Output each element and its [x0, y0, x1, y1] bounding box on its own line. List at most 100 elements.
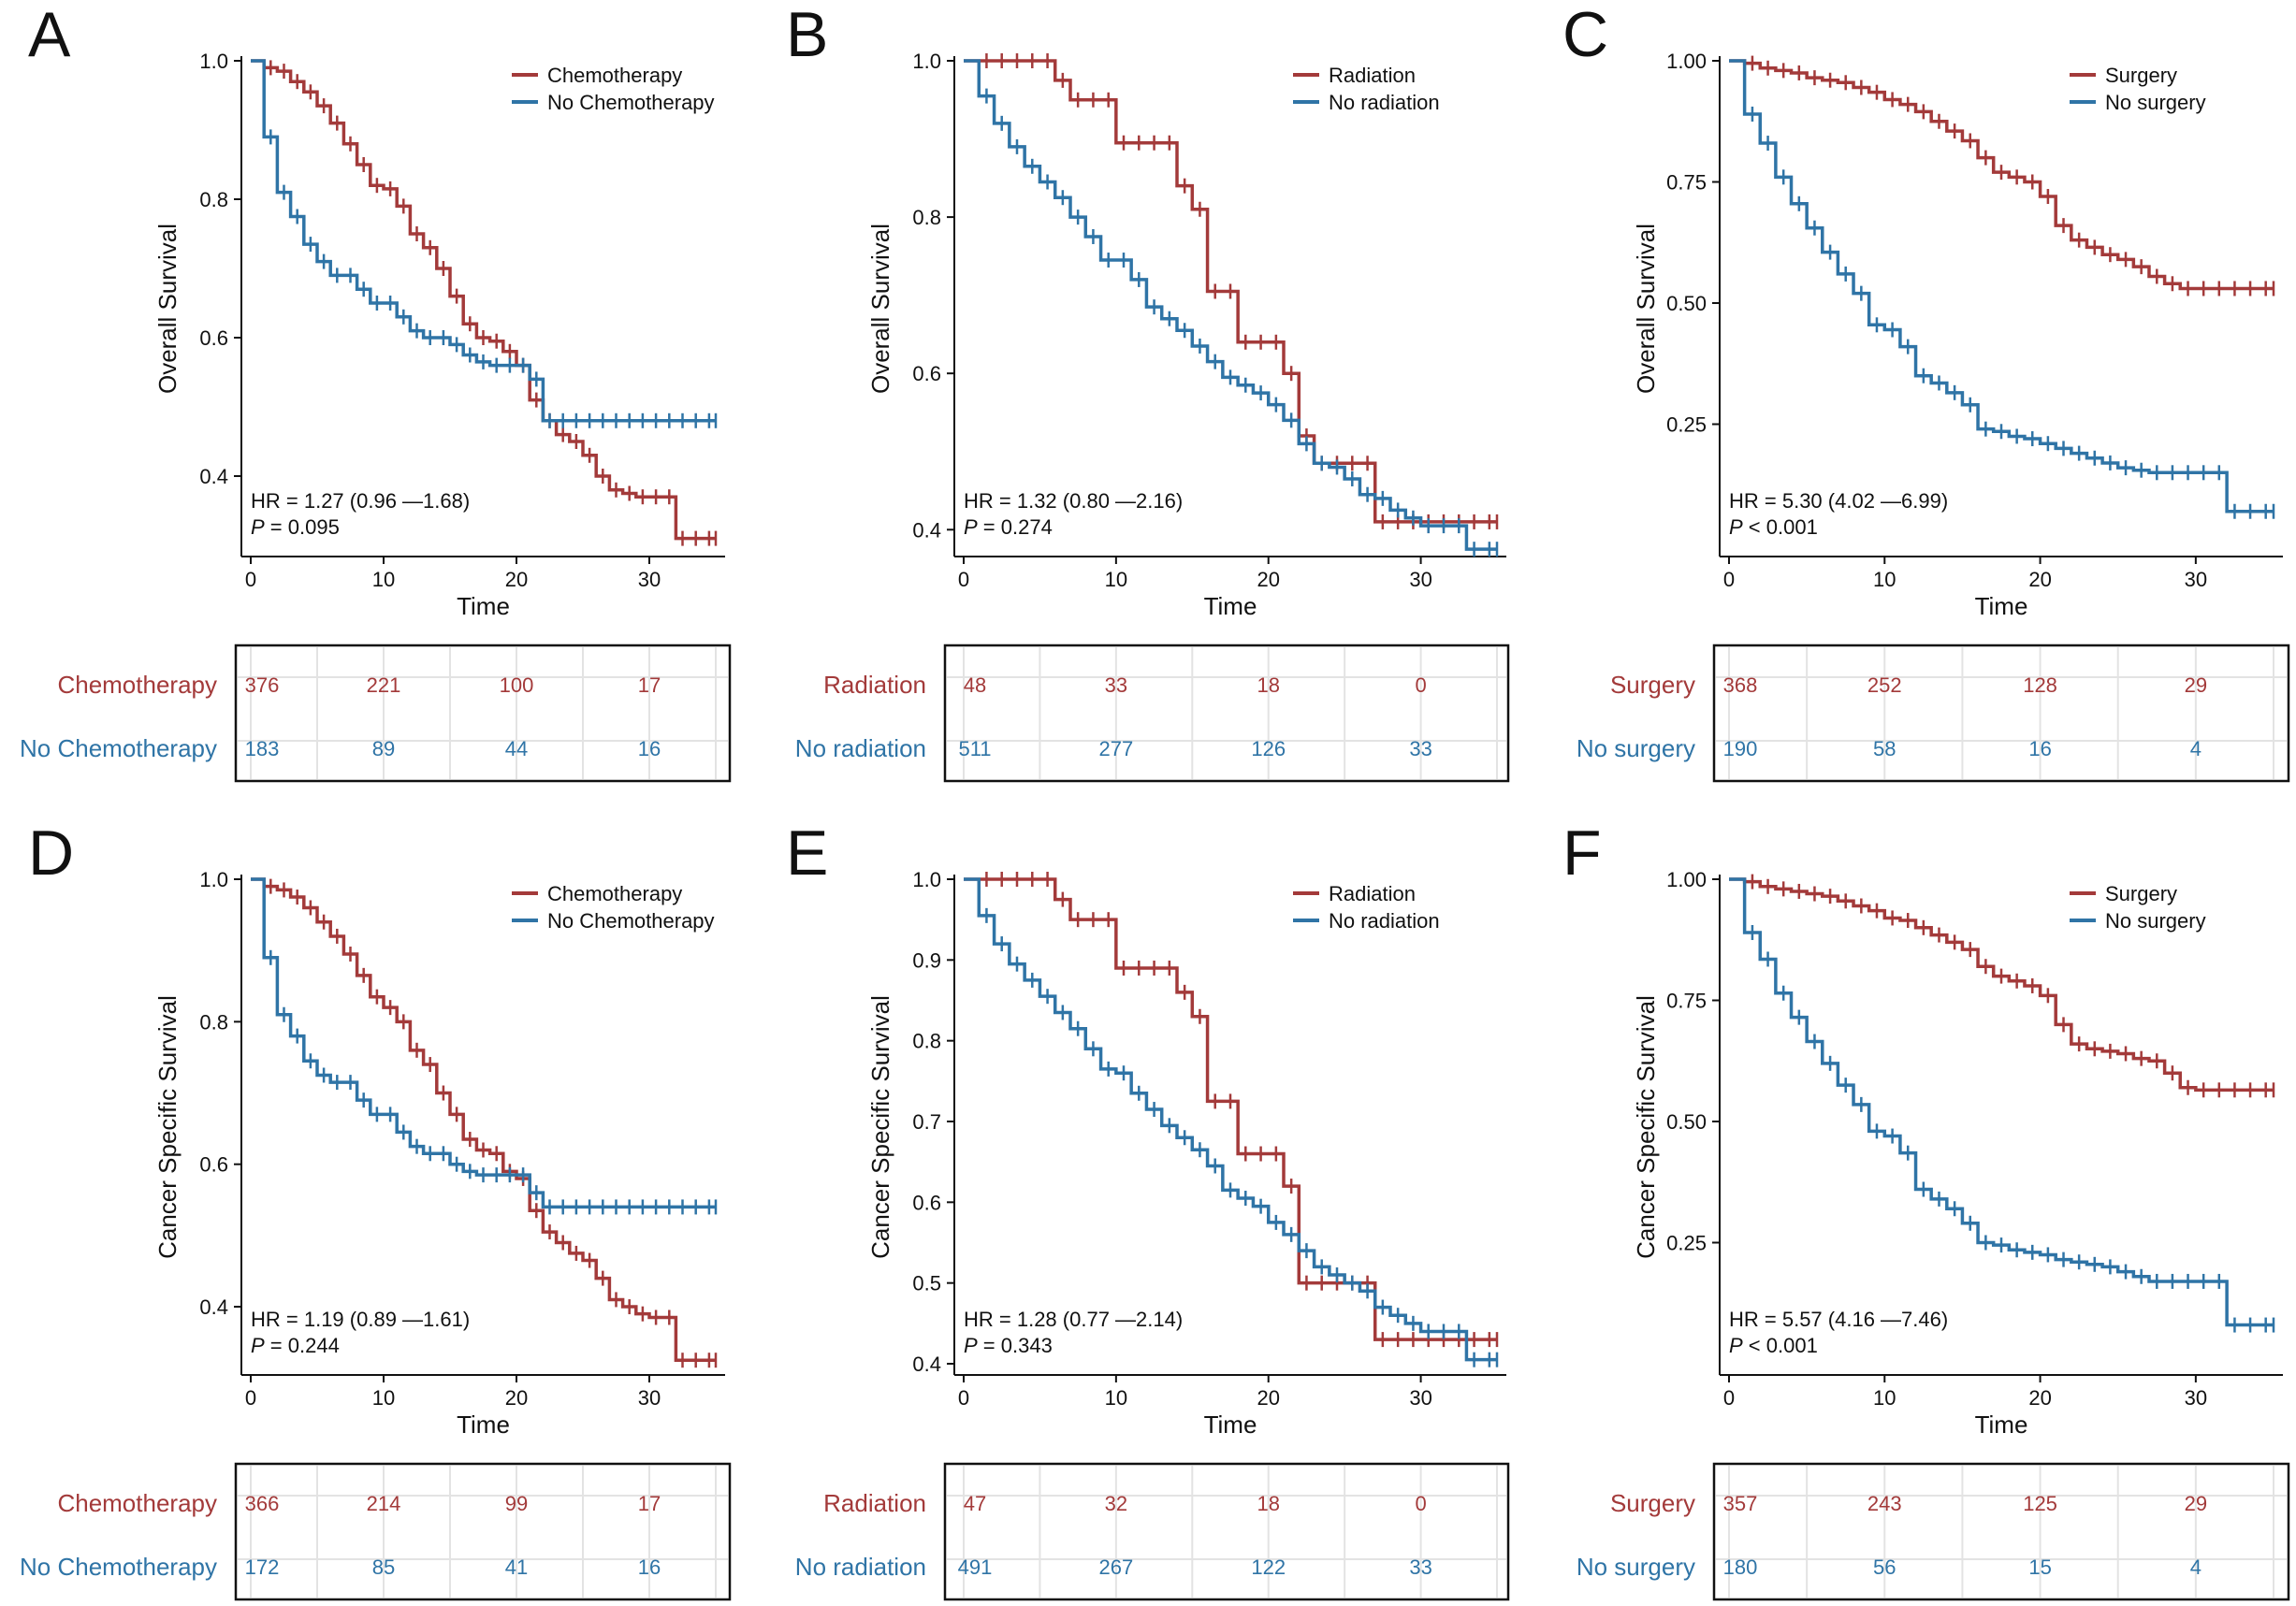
legend-label: Radiation: [1329, 882, 1416, 905]
x-tick-label: 10: [372, 1386, 395, 1410]
panel-letter: A: [28, 0, 71, 70]
p-symbol: P: [964, 515, 978, 539]
x-tick-label: 0: [1723, 568, 1735, 591]
risk-count: 0: [1415, 1492, 1426, 1515]
panel-letter: E: [786, 817, 828, 889]
p-symbol: P: [251, 515, 265, 539]
y-tick-label: 0.8: [912, 206, 941, 229]
x-tick-label: 0: [245, 1386, 256, 1410]
series-line-0: [251, 59, 716, 541]
risk-count: 4: [2190, 737, 2202, 760]
series-line-1: [964, 877, 1497, 1362]
risk-count: 376: [245, 673, 280, 697]
y-tick-label: 0.4: [199, 1295, 228, 1319]
y-tick-label: 0.6: [199, 326, 228, 350]
x-tick-label: 0: [958, 1386, 969, 1410]
series-line-0: [1729, 59, 2274, 291]
x-tick-label: 30: [638, 568, 661, 591]
p-value: < 0.001: [1743, 1334, 1818, 1357]
hr-annotation: HR = 5.57 (4.16 —7.46): [1729, 1308, 1948, 1331]
legend-label: Chemotherapy: [547, 64, 682, 87]
risk-count: 180: [1723, 1555, 1758, 1579]
y-tick-label: 1.0: [912, 50, 941, 73]
risk-count: 99: [505, 1492, 528, 1515]
p-annotation: P < 0.001: [1729, 515, 1818, 539]
series-line-1: [251, 59, 716, 423]
y-tick-label: 0.4: [199, 465, 228, 488]
risk-row-label: No radiation: [795, 734, 926, 762]
risk-row-label: No Chemotherapy: [20, 734, 217, 762]
risk-table-box: [234, 644, 732, 783]
y-tick-label: 0.6: [199, 1153, 228, 1177]
hr-annotation: HR = 1.19 (0.89 —1.61): [251, 1308, 470, 1331]
y-tick-label: 0.4: [912, 518, 941, 542]
risk-count: 125: [2023, 1492, 2057, 1515]
y-tick-label: 0.50: [1666, 1110, 1707, 1134]
risk-row-label: Surgery: [1610, 671, 1695, 699]
risk-count: 32: [1105, 1492, 1127, 1515]
risk-count: 41: [505, 1555, 528, 1579]
panel-c: C 0.25 0.50 0.75 1.00 0 10 20 30 Time Overall Surv…: [1562, 0, 2290, 783]
x-tick-label: 10: [1873, 1386, 1896, 1410]
x-tick-label: 20: [505, 568, 528, 591]
y-tick-label: 0.8: [199, 188, 228, 211]
y-tick-label: 0.8: [199, 1010, 228, 1034]
hr-annotation: HR = 5.30 (4.02 —6.99): [1729, 489, 1948, 513]
risk-count: 122: [1251, 1555, 1286, 1579]
x-tick-label: 20: [505, 1386, 528, 1410]
y-tick-label: 0.25: [1666, 413, 1707, 437]
risk-count: 15: [2028, 1555, 2051, 1579]
panel-e: E 0.4 0.5 0.6 0.7 0.8 0.9 1.0 0 10 20 30 Time Cancer …: [786, 817, 1510, 1601]
series-line-1: [1729, 59, 2274, 514]
panel-letter: C: [1562, 0, 1608, 70]
y-axis-title: Overall Survival: [153, 224, 182, 394]
risk-count: 33: [1409, 1555, 1431, 1579]
panel-letter: F: [1562, 817, 1602, 889]
x-tick-label: 10: [1105, 1386, 1127, 1410]
y-tick-label: 1.0: [199, 50, 228, 73]
risk-count: 16: [2028, 737, 2051, 760]
y-axis-title: Overall Survival: [1632, 224, 1660, 394]
risk-count: 16: [638, 1555, 661, 1579]
y-tick-label: 0.6: [912, 362, 941, 385]
risk-count: 17: [638, 1492, 661, 1515]
y-tick-label: 0.9: [912, 948, 941, 972]
x-tick-label: 20: [1257, 568, 1279, 591]
x-tick-label: 30: [1409, 1386, 1431, 1410]
y-tick-label: 0.75: [1666, 990, 1707, 1013]
risk-count: 33: [1105, 673, 1127, 697]
risk-count: 18: [1257, 673, 1279, 697]
legend-label: Surgery: [2105, 64, 2177, 87]
y-tick-label: 0.7: [912, 1110, 941, 1134]
panel-d: D 0.4 0.6 0.8 1.0 0 10 20 30 Time Cancer Specific …: [20, 817, 732, 1601]
panel-letter: D: [28, 817, 74, 889]
risk-count: 0: [1415, 673, 1426, 697]
risk-row-label: Surgery: [1610, 1489, 1695, 1517]
x-tick-label: 10: [1105, 568, 1127, 591]
y-tick-label: 0.6: [912, 1191, 941, 1214]
p-value: < 0.001: [1743, 515, 1818, 539]
risk-count: 511: [958, 737, 991, 760]
x-tick-label: 30: [2185, 1386, 2207, 1410]
risk-count: 128: [2023, 673, 2057, 697]
risk-count: 17: [638, 673, 661, 697]
risk-count: 33: [1409, 737, 1431, 760]
x-axis-title: Time: [1204, 592, 1257, 620]
risk-count: 214: [367, 1492, 401, 1515]
risk-row-label: Radiation: [823, 671, 926, 699]
y-axis-title: Cancer Specific Survival: [1632, 995, 1660, 1259]
risk-count: 221: [367, 673, 401, 697]
risk-count: 243: [1867, 1492, 1902, 1515]
legend-label: No Chemotherapy: [547, 909, 715, 933]
risk-table-box: [943, 644, 1510, 783]
risk-table-box: [1712, 1462, 2290, 1601]
risk-count: 126: [1251, 737, 1286, 760]
risk-count: 491: [958, 1555, 993, 1579]
x-tick-label: 30: [638, 1386, 661, 1410]
panel-b: B 0.4 0.6 0.8 1.0 0 10 20 30 Time Overall Survival…: [786, 0, 1510, 783]
x-tick-label: 30: [2185, 568, 2207, 591]
risk-count: 252: [1867, 673, 1902, 697]
y-tick-label: 1.00: [1666, 50, 1707, 73]
x-tick-label: 20: [2028, 1386, 2051, 1410]
